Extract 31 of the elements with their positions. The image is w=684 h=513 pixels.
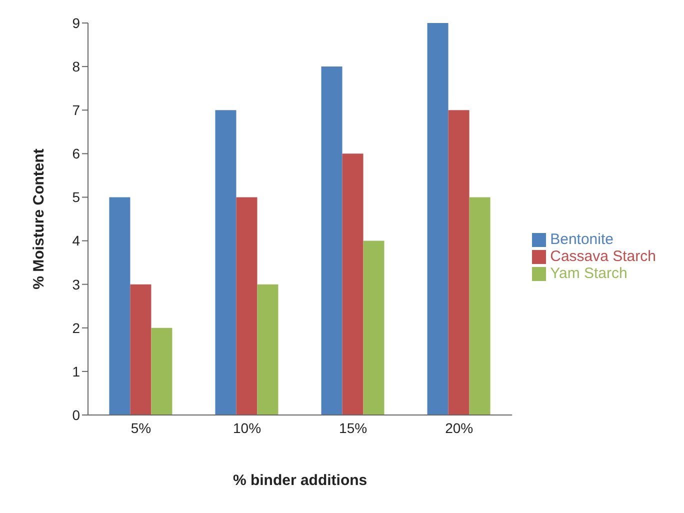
y-tick-label: 4 <box>72 232 80 249</box>
legend-label: Cassava Starch <box>550 248 656 265</box>
y-tick-label: 6 <box>72 146 80 162</box>
bar <box>151 328 172 415</box>
y-tick-label: 9 <box>72 14 80 31</box>
y-tick-label: 2 <box>72 320 80 336</box>
x-axis-title: % binder additions <box>232 472 368 489</box>
y-axis-title: % Moisture Content <box>30 148 48 290</box>
y-tick-label: 5 <box>72 189 80 206</box>
y-tick-label: 3 <box>72 276 80 292</box>
bar <box>130 284 152 415</box>
y-tick-label: 7 <box>72 102 80 118</box>
y-tick-label: 0 <box>72 406 80 423</box>
legend-label: Bentonite <box>550 231 614 248</box>
x-tick-label: 10% <box>233 420 262 436</box>
x-tick-label: 20% <box>445 420 474 436</box>
bar <box>342 154 364 415</box>
bar <box>448 110 470 415</box>
bar <box>321 66 342 415</box>
bar <box>469 197 490 415</box>
bar <box>363 240 384 415</box>
bar <box>236 197 258 415</box>
bar <box>215 110 236 415</box>
x-tick-label: 15% <box>339 420 368 436</box>
y-tick-label: 1 <box>72 363 80 380</box>
legend-label: Yam Starch <box>550 265 628 282</box>
bar <box>427 23 448 415</box>
bar <box>109 197 130 415</box>
x-tick-label: 5% <box>130 420 152 436</box>
y-tick-label: 8 <box>72 58 80 75</box>
bar <box>257 284 278 415</box>
